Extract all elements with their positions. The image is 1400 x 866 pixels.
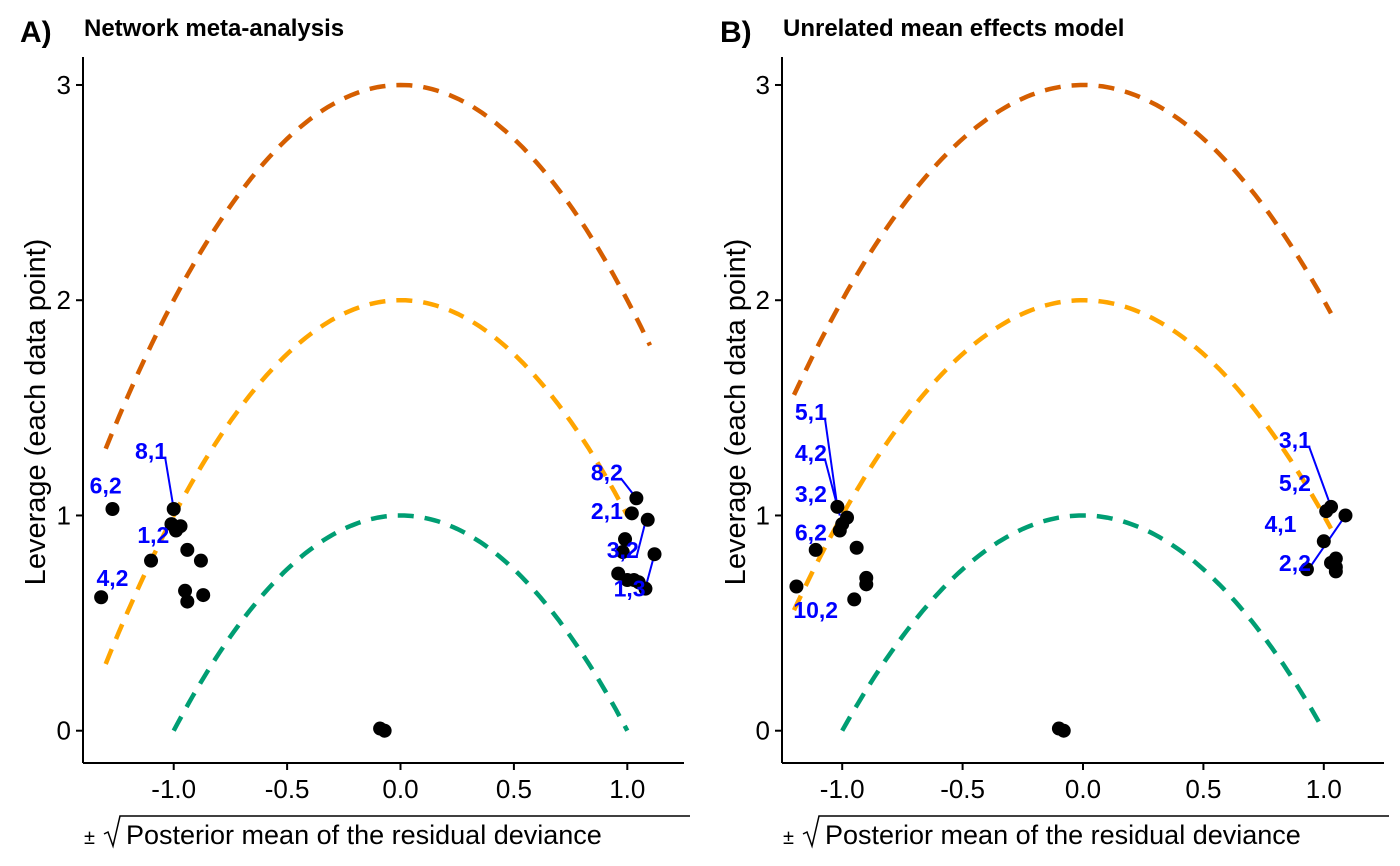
- x-tick-label: 0.5: [496, 774, 532, 804]
- data-point: [1299, 562, 1314, 577]
- data-point: [840, 510, 855, 525]
- x-axis-title-prefix: ±: [783, 827, 794, 849]
- point-label: 5,1: [795, 399, 827, 425]
- data-point: [180, 542, 195, 557]
- panel-letter: B): [720, 16, 752, 49]
- panel-letter: A): [20, 16, 52, 49]
- data-point: [640, 512, 655, 527]
- x-tick-label: 1.0: [609, 774, 645, 804]
- point-label: 1,2: [137, 522, 169, 548]
- y-tick-label: 1: [756, 500, 770, 530]
- contour-curve: [171, 513, 630, 732]
- data-point: [789, 579, 804, 594]
- point-label: 4,2: [96, 565, 128, 591]
- data-point: [808, 542, 823, 557]
- panel-b: B) Unrelated mean effects model Leverage…: [720, 15, 1389, 850]
- x-tick-label: -0.5: [940, 774, 985, 804]
- contour-curve: [103, 297, 630, 665]
- data-point: [178, 583, 193, 598]
- plot-area: -1.0 -0.5 0.0 0.5 1.0 0 1 2 3 8,1 6,2 1,2 4,2 8,2 2,1 3…: [57, 57, 684, 804]
- data-point: [1056, 723, 1071, 738]
- contour-curve: [840, 513, 1326, 732]
- plot-area: -1.0 -0.5 0.0 0.5 1.0 0 1 2 3 5,1 4,2 3,2 6,2 10,2 3,1…: [756, 57, 1384, 804]
- point-label: 4,1: [1264, 511, 1296, 537]
- contour-curve: [103, 82, 653, 450]
- x-tick-label: -1.0: [820, 774, 865, 804]
- data-point: [615, 545, 630, 560]
- data-point: [629, 491, 644, 506]
- data-point: [849, 540, 864, 555]
- x-axis-title: Posterior mean of the residual deviance: [126, 820, 602, 850]
- point-label: 3,1: [1279, 427, 1311, 453]
- y-tick-label: 2: [756, 285, 770, 315]
- data-point: [144, 553, 159, 568]
- data-point: [624, 506, 639, 521]
- panel-title: Unrelated mean effects model: [783, 15, 1124, 42]
- y-tick-label: 0: [57, 716, 71, 746]
- y-tick-label: 2: [57, 285, 71, 315]
- data-point: [105, 502, 120, 517]
- data-point: [618, 532, 633, 547]
- x-axis-title-prefix: ±: [84, 827, 95, 849]
- data-point: [196, 588, 211, 603]
- point-label: 2,2: [1279, 550, 1311, 576]
- data-point: [859, 577, 874, 592]
- data-point: [1316, 534, 1331, 549]
- label-leader-line: [823, 418, 839, 507]
- x-axis-title: Posterior mean of the residual deviance: [825, 820, 1301, 850]
- x-tick-label: -0.5: [265, 774, 310, 804]
- point-label: 6,2: [795, 520, 827, 546]
- data-point: [94, 590, 109, 605]
- contour-curve: [791, 82, 1333, 396]
- sqrt-symbol: [103, 815, 690, 849]
- x-tick-label: 1.0: [1306, 774, 1342, 804]
- point-label: 6,2: [90, 472, 122, 498]
- y-tick-label: 3: [57, 70, 71, 100]
- point-label: 4,2: [795, 440, 827, 466]
- x-tick-label: -1.0: [151, 774, 196, 804]
- panel-a: A) Network meta-analysis Leverage (each …: [20, 15, 690, 850]
- y-axis-title: Leverage (each data point): [20, 239, 52, 586]
- data-point: [377, 723, 392, 738]
- data-point: [638, 581, 653, 596]
- sqrt-symbol: [802, 815, 1389, 849]
- data-point: [173, 519, 188, 534]
- data-point: [193, 553, 208, 568]
- point-label: 3,2: [795, 481, 827, 507]
- point-label: 10,2: [793, 597, 838, 623]
- x-tick-label: 0.0: [382, 774, 418, 804]
- point-label: 1,3: [614, 576, 646, 602]
- y-tick-label: 1: [57, 500, 71, 530]
- point-label: 8,2: [591, 459, 623, 485]
- data-point: [1338, 508, 1353, 523]
- data-point: [1324, 499, 1339, 514]
- data-point: [830, 499, 845, 514]
- data-point: [647, 547, 662, 562]
- point-label: 3,2: [607, 537, 639, 563]
- data-point: [180, 594, 195, 609]
- data-point: [166, 502, 181, 517]
- y-axis-title: Leverage (each data point): [720, 239, 752, 586]
- label-leader-line: [635, 521, 647, 557]
- data-point: [847, 592, 862, 607]
- data-point: [1328, 564, 1343, 579]
- contour-curve: [791, 297, 1333, 612]
- point-label: 8,1: [135, 438, 167, 464]
- y-tick-label: 3: [756, 70, 770, 100]
- x-tick-label: 0.0: [1065, 774, 1101, 804]
- panel-title: Network meta-analysis: [84, 15, 344, 42]
- y-tick-label: 0: [756, 716, 770, 746]
- x-tick-label: 0.5: [1185, 774, 1221, 804]
- point-label: 5,2: [1279, 470, 1311, 496]
- label-leader-line: [164, 456, 175, 510]
- point-label: 2,1: [591, 498, 623, 524]
- label-leader-line: [1307, 445, 1332, 508]
